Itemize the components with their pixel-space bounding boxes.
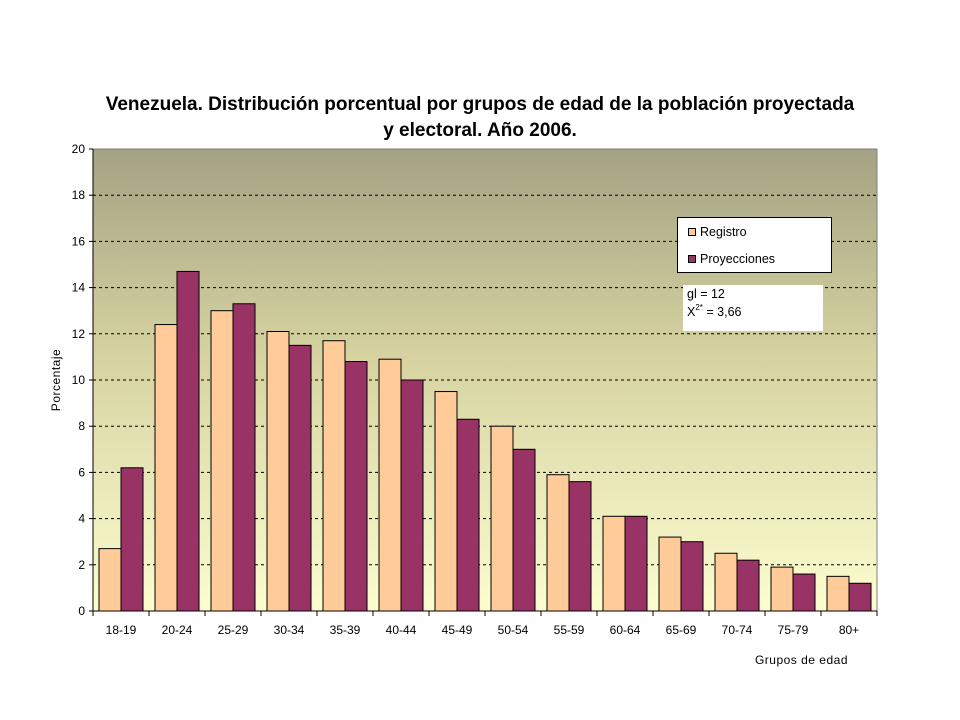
bar-registro-20-24: [154, 324, 178, 612]
legend-entry-registro: Registro: [688, 224, 747, 240]
bar-proyecciones-35-39: [344, 361, 368, 612]
bar-registro-35-39: [322, 340, 346, 612]
x-tick-label-50-54: 50-54: [498, 623, 529, 637]
legend-label-proyecciones: Proyecciones: [700, 252, 776, 266]
legend: Registro Proyecciones: [677, 217, 832, 273]
bar-proyecciones-25-29: [232, 303, 256, 612]
bar-registro-60-64: [602, 515, 626, 612]
y-tick-label-10: 10: [72, 373, 86, 387]
x-tick-label-55-59: 55-59: [554, 623, 585, 637]
bar-registro-75-79: [770, 566, 794, 612]
x-tick-label-25-29: 25-29: [218, 623, 249, 637]
y-tick-label-8: 8: [78, 419, 85, 433]
y-tick-label-14: 14: [72, 281, 86, 295]
grid-lines: [93, 194, 877, 566]
bar-proyecciones-20-24: [176, 270, 200, 612]
chi-superscript: 2*: [695, 303, 703, 312]
bar-registro-45-49: [434, 391, 458, 612]
y-tick-label-18: 18: [72, 188, 86, 202]
bar-proyecciones-55-59: [568, 481, 592, 612]
bar-proyecciones-65-69: [680, 541, 704, 612]
x-tick-label-30-34: 30-34: [274, 623, 305, 637]
x-axis-title: Grupos de edad: [755, 653, 848, 667]
chart-title-line-1: Venezuela. Distribución porcentual por g…: [105, 94, 855, 115]
legend-entry-proyecciones: Proyecciones: [688, 251, 775, 267]
x-tick-label-40-44: 40-44: [386, 623, 417, 637]
x-tick-label-75-79: 75-79: [778, 623, 809, 637]
bar-proyecciones-18-19: [120, 467, 144, 612]
chi-symbol: X: [687, 305, 696, 319]
x-tick-label-35-39: 35-39: [330, 623, 361, 637]
chart-title-line-2: y electoral. Año 2006.: [383, 120, 577, 141]
bar-registro-40-44: [378, 358, 402, 612]
chart-title: Venezuela. Distribución porcentual por g…: [60, 92, 900, 144]
bar-proyecciones-60-64: [624, 515, 648, 612]
axes: [89, 148, 878, 616]
bar-proyecciones-45-49: [456, 418, 480, 612]
bar-proyecciones-80+: [848, 582, 872, 612]
degrees-of-freedom: gl = 12: [687, 287, 725, 301]
x-tick-label-45-49: 45-49: [442, 623, 473, 637]
bar-registro-50-54: [490, 425, 514, 612]
y-tick-label-0: 0: [78, 604, 85, 618]
bar-registro-70-74: [714, 552, 738, 612]
bar-proyecciones-50-54: [512, 448, 536, 612]
chi-square-value: X2* = 3,66: [687, 303, 742, 319]
x-tick-label-20-24: 20-24: [162, 623, 193, 637]
y-tick-label-20: 20: [72, 142, 86, 156]
bar-registro-65-69: [658, 536, 682, 612]
legend-label-registro: Registro: [700, 225, 747, 239]
x-tick-label-80+: 80+: [839, 623, 859, 637]
x-tick-label-70-74: 70-74: [722, 623, 753, 637]
chi-result: = 3,66: [702, 305, 742, 319]
y-axis-title: Porcentaje: [49, 349, 63, 411]
bar-registro-18-19: [98, 548, 122, 612]
y-tick-label-4: 4: [78, 512, 85, 526]
y-tick-label-6: 6: [78, 465, 85, 479]
bar-registro-80+: [826, 575, 850, 612]
bar-proyecciones-70-74: [736, 559, 760, 612]
y-tick-label-16: 16: [72, 234, 86, 248]
x-tick-label-60-64: 60-64: [610, 623, 641, 637]
bar-proyecciones-40-44: [400, 379, 424, 612]
bar-registro-55-59: [546, 474, 570, 612]
tick-labels: 0 2 4 6 8 10 12 14 16 18 20 18-19 20-24 25-29 30-34 35-…: [72, 142, 860, 637]
y-tick-label-2: 2: [78, 558, 85, 572]
bar-proyecciones-30-34: [288, 344, 312, 612]
x-tick-label-65-69: 65-69: [666, 623, 697, 637]
y-tick-label-12: 12: [72, 327, 86, 341]
legend-swatch-proyecciones: [688, 255, 696, 263]
statistics-annotation: gl = 12 X2* = 3,66: [683, 285, 823, 331]
x-tick-label-18-19: 18-19: [106, 623, 137, 637]
bars: [98, 270, 872, 612]
bar-registro-25-29: [210, 310, 234, 612]
bar-proyecciones-75-79: [792, 573, 816, 612]
legend-swatch-registro: [688, 228, 696, 236]
bar-registro-30-34: [266, 330, 290, 612]
